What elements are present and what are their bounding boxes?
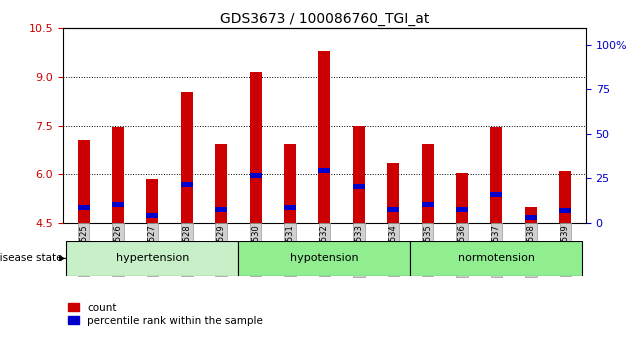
Bar bbox=[456, 207, 468, 212]
Text: disease state: disease state bbox=[0, 253, 62, 263]
Bar bbox=[77, 140, 89, 223]
Bar bbox=[181, 182, 193, 187]
Bar bbox=[411, 241, 583, 276]
Bar bbox=[525, 215, 537, 220]
Legend: count, percentile rank within the sample: count, percentile rank within the sample bbox=[68, 303, 263, 326]
Bar bbox=[112, 202, 124, 207]
Bar bbox=[387, 207, 399, 212]
Text: hypotension: hypotension bbox=[290, 253, 358, 263]
Bar bbox=[146, 179, 159, 223]
Text: hypertension: hypertension bbox=[116, 253, 189, 263]
Bar bbox=[249, 173, 261, 178]
Text: normotension: normotension bbox=[458, 253, 535, 263]
Bar bbox=[559, 171, 571, 223]
Bar bbox=[181, 92, 193, 223]
Bar bbox=[318, 168, 331, 173]
Bar bbox=[559, 209, 571, 213]
Bar bbox=[353, 184, 365, 189]
Bar bbox=[421, 143, 433, 223]
Title: GDS3673 / 100086760_TGI_at: GDS3673 / 100086760_TGI_at bbox=[220, 12, 429, 26]
Bar bbox=[421, 202, 433, 207]
Bar bbox=[77, 205, 89, 210]
Bar bbox=[215, 143, 227, 223]
Bar bbox=[112, 127, 124, 223]
Bar bbox=[525, 207, 537, 223]
Bar bbox=[249, 72, 261, 223]
Bar bbox=[490, 127, 503, 223]
Bar bbox=[238, 241, 411, 276]
Bar bbox=[284, 205, 296, 210]
Bar bbox=[387, 163, 399, 223]
Bar bbox=[284, 143, 296, 223]
Bar bbox=[490, 192, 503, 197]
Bar bbox=[353, 126, 365, 223]
Bar bbox=[146, 213, 159, 218]
Bar bbox=[456, 173, 468, 223]
Bar bbox=[66, 241, 238, 276]
Bar bbox=[215, 207, 227, 212]
Bar bbox=[318, 51, 331, 223]
